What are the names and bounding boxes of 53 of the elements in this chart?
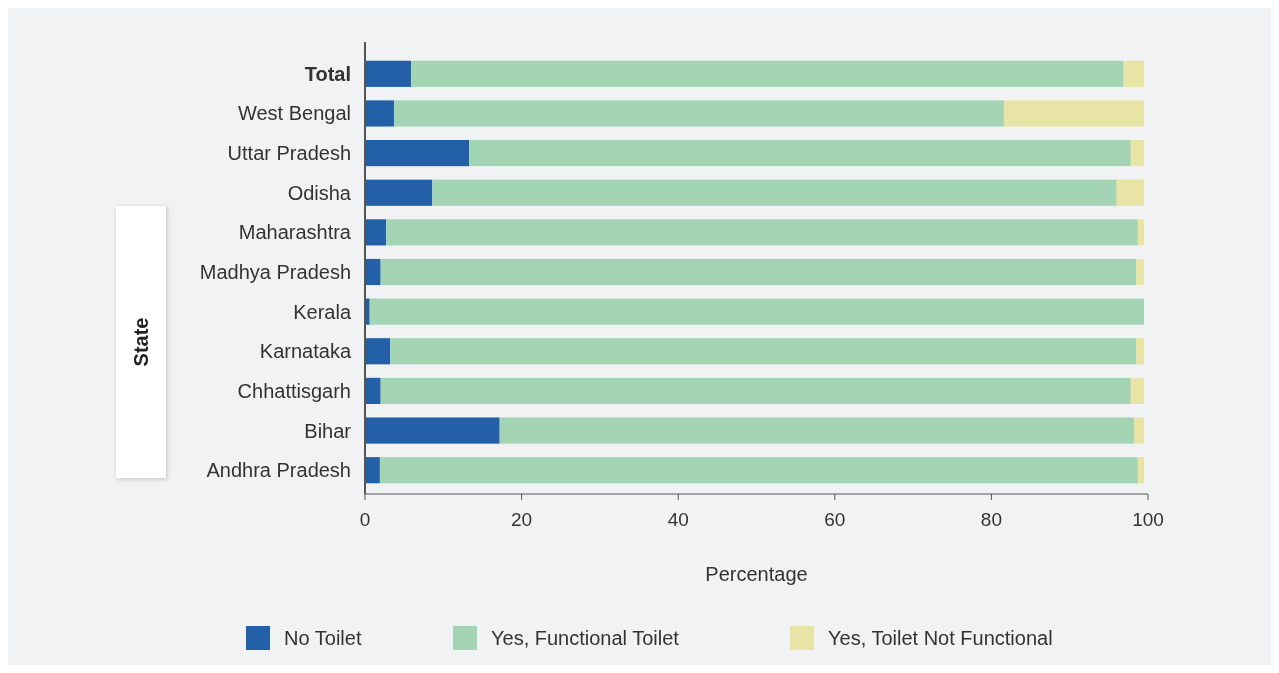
x-tick-label: 100 [1132, 509, 1164, 530]
x-axis-title: Percentage [705, 563, 808, 585]
y-tick-label: Madhya Pradesh [199, 261, 351, 283]
bar [1003, 100, 1145, 127]
bar [1116, 179, 1145, 206]
x-tick-label: 40 [667, 509, 689, 530]
bar [1137, 457, 1145, 484]
y-tick-label: Bihar [304, 419, 352, 442]
y-tick-label: Odisha [287, 181, 352, 204]
y-tick-label: Maharashtra [238, 221, 352, 244]
bar [1136, 338, 1145, 365]
bar [379, 457, 1138, 484]
bar [365, 100, 394, 127]
y-axis-title: State [130, 317, 152, 367]
bar [1123, 60, 1145, 87]
y-tick-label: Kerala [293, 300, 352, 323]
bar [365, 140, 470, 167]
bar [380, 258, 1137, 286]
bar [386, 219, 1138, 246]
legend-label: Yes, Toilet Not Functional [828, 627, 1053, 649]
bar [1130, 377, 1145, 404]
bar [365, 457, 380, 484]
bar [369, 298, 1145, 325]
y-tick-label: Chhattisgarh [237, 379, 351, 402]
bar [1130, 140, 1145, 167]
bar [393, 100, 1004, 127]
y-tick-label: Andhra Pradesh [206, 459, 351, 482]
bar [380, 377, 1131, 404]
bar [1136, 258, 1145, 286]
bar [365, 338, 391, 365]
bar [411, 60, 1124, 87]
bar [1137, 219, 1145, 246]
bar [365, 179, 433, 206]
bar [365, 377, 381, 404]
bar [365, 219, 387, 246]
x-tick-label: 20 [511, 509, 533, 530]
y-tick-label: West Bengal [237, 102, 351, 125]
x-tick-label: 0 [359, 509, 371, 530]
x-tick-label: 60 [824, 509, 846, 530]
bar [390, 338, 1137, 365]
legend-label: No Toilet [284, 627, 362, 649]
bar [1133, 417, 1145, 444]
bar [499, 417, 1134, 444]
y-tick-label: Uttar Pradesh [227, 142, 351, 165]
legend-label: Yes, Functional Toilet [491, 627, 680, 649]
bar [432, 179, 1117, 206]
bar [365, 258, 381, 286]
y-tick-label: Karnataka [259, 340, 352, 363]
bar [365, 60, 412, 87]
x-tick-label: 80 [980, 509, 1002, 530]
bar [365, 417, 500, 444]
y-tick-label: Total [304, 62, 351, 85]
bar [469, 140, 1131, 167]
